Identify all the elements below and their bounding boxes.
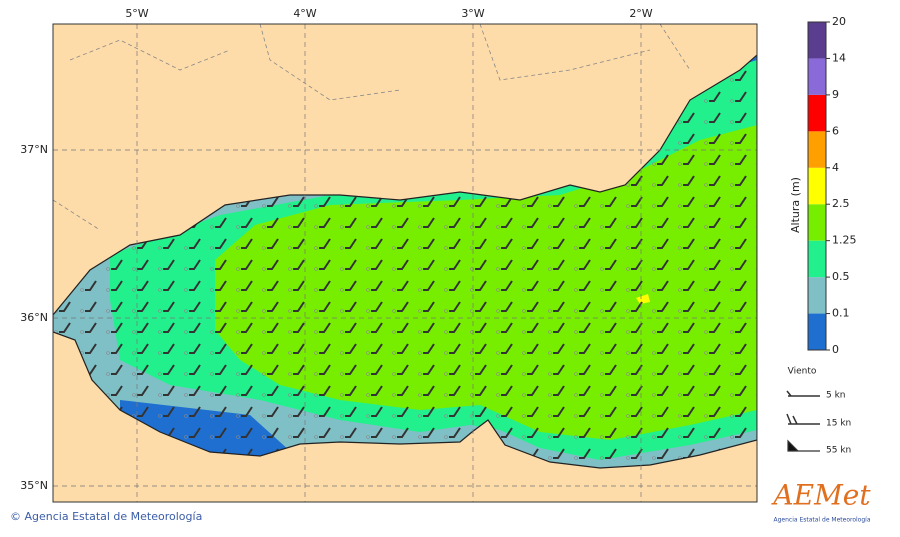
colorbar-label: 4 [832, 161, 839, 174]
lon-label: 5°W [125, 7, 148, 20]
lat-label: 36°N [20, 311, 48, 324]
colorbar-segment [808, 277, 826, 314]
graticule [53, 24, 757, 502]
barb-icon [786, 390, 820, 397]
colorbar-label: 2.5 [832, 197, 850, 210]
colorbar-segment [808, 131, 826, 168]
colorbar-label: 0.1 [832, 307, 850, 320]
map-frame [52, 23, 758, 503]
colorbar-label: 14 [832, 51, 846, 64]
lat-label: 35°N [20, 479, 48, 492]
colorbar-label: 0 [832, 343, 839, 356]
colorbar-label: 20 [832, 15, 846, 28]
colorbar-frame [807, 21, 827, 351]
colorbar-label: 9 [832, 88, 839, 101]
colorbar-segment [808, 313, 826, 350]
lon-label: 4°W [293, 7, 316, 20]
wind-legend-entry: 15 kn [826, 419, 851, 429]
footer: © Agencia Estatal de Meteorología [10, 510, 202, 523]
map [53, 24, 757, 502]
wind-legend-entry: 55 kn [826, 446, 851, 456]
logo-subtitle: Agencia Estatal de Meteorología [774, 517, 871, 524]
colorbar: 0 0.1 0.5 1.25 2.5 4 6 9 14 20 [807, 15, 857, 356]
colorbar-segment [808, 22, 826, 59]
colorbar-segment [808, 204, 826, 241]
colorbar-segment [808, 240, 826, 278]
wind-legend-title: Viento [788, 367, 817, 377]
colorbar-label: 0.5 [832, 270, 850, 283]
colorbar-segment [808, 58, 826, 95]
barb-icon [787, 439, 820, 452]
lon-label: 3°W [461, 7, 484, 20]
borders [53, 24, 691, 231]
barb-icon [786, 413, 820, 425]
lat-label: 37°N [20, 143, 48, 156]
wind-legend-entry: 5 kn [826, 391, 846, 401]
colorbar-label: 6 [832, 124, 839, 137]
colorbar-label: 1.25 [832, 234, 857, 247]
logo: AEMet [770, 479, 871, 512]
lon-label: 2°W [629, 7, 652, 20]
colorbar-segment [808, 94, 826, 132]
colorbar-segment [808, 167, 826, 205]
colorbar-title: Altura (m) [789, 177, 802, 233]
